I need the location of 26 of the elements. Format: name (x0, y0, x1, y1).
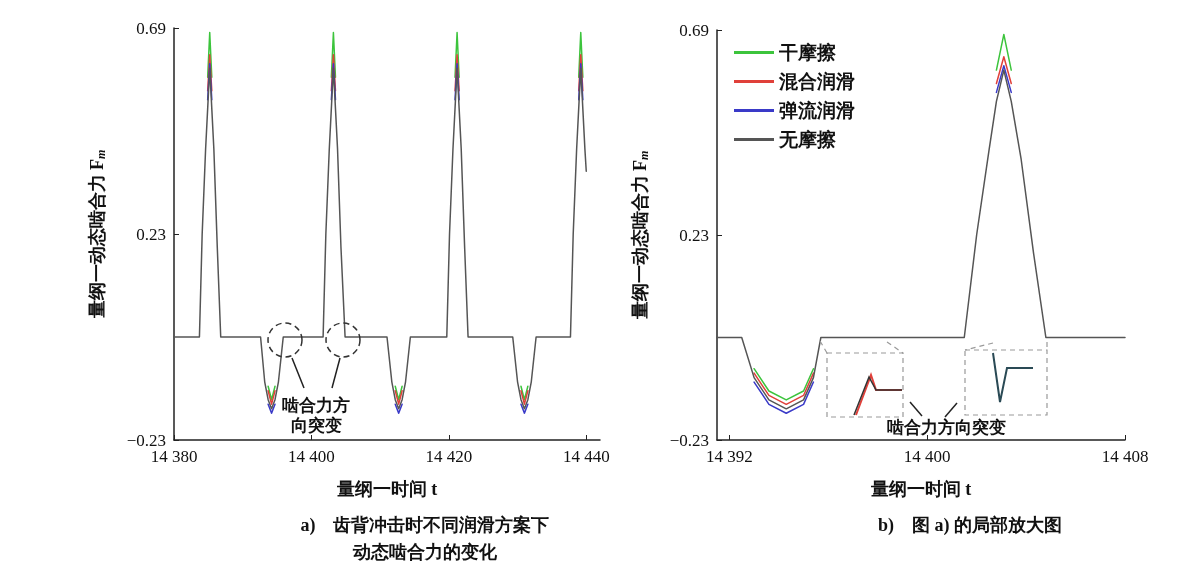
y-tick-label: −0.23 (669, 430, 709, 450)
annotation: 啮合力方向突变 (282, 395, 350, 435)
y-tick-label: −0.23 (126, 430, 166, 450)
x-tick-label: 14 420 (425, 447, 473, 466)
annotation: 啮合力方向突变 (886, 418, 1006, 437)
x-tick-label: 14 380 (150, 447, 198, 466)
y-tick-label: 0.69 (136, 18, 166, 38)
y-tick-label: 0.23 (679, 225, 709, 245)
x-axis-title: 量纲一时间 t (869, 479, 972, 499)
line-series (716, 69, 1126, 410)
y-tick-label: 0.23 (136, 224, 166, 244)
x-tick-label: 14 400 (903, 447, 951, 466)
x-tick-label: 14 400 (288, 447, 335, 466)
legend-label: 混合润滑 (778, 71, 855, 92)
text: b) 图 a) 的局部放大图 (878, 514, 1062, 536)
y-axis-title: 量纲一动态啮合力 Fm (630, 150, 651, 321)
y-axis-title: 量纲一动态啮合力 Fm (87, 149, 108, 320)
x-tick-label: 14 440 (562, 447, 610, 466)
x-tick-label: 14 408 (1101, 447, 1149, 466)
legend-label: 无摩擦 (778, 129, 837, 150)
x-axis-title: 量纲一时间 t (335, 479, 438, 499)
y-tick-label: 0.69 (679, 20, 709, 40)
legend-label: 弹流润滑 (779, 100, 855, 121)
text: a) 齿背冲击时不同润滑方案下动态啮合力的变化 (300, 514, 550, 562)
x-tick-label: 14 392 (705, 447, 753, 466)
legend-label: 干摩擦 (778, 42, 837, 63)
